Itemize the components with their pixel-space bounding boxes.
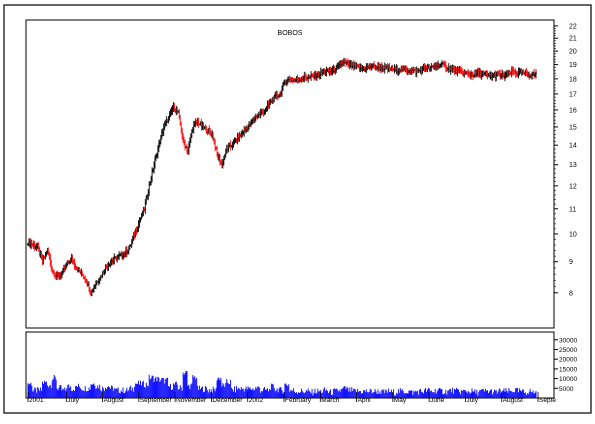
y-tick-label: 12 <box>569 183 577 190</box>
volume-tick-label: 5000 <box>559 386 574 393</box>
x-tick-label: August <box>104 397 124 404</box>
y-tick-label: 17 <box>569 91 577 98</box>
volume-tick-label: 15000 <box>559 366 577 373</box>
volume-tick-label: 30000 <box>559 337 577 344</box>
x-tick-label: July <box>67 397 79 404</box>
chart-frame <box>4 5 591 413</box>
y-tick-label: 20 <box>569 49 577 56</box>
y-tick-label: 21 <box>569 36 577 43</box>
x-tick-label: September <box>140 397 173 404</box>
y-tick-label: 13 <box>569 162 577 169</box>
volume-tick-label: 25000 <box>559 347 577 354</box>
y-tick-label: 18 <box>569 76 577 83</box>
x-tick-label: May <box>394 397 407 404</box>
y-tick-label: 14 <box>569 143 577 150</box>
y-tick-label: 19 <box>569 62 577 69</box>
y-tick-label: 8 <box>569 290 573 297</box>
y-tick-label: 22 <box>569 23 577 30</box>
y-tick-label: 15 <box>569 124 577 131</box>
y-tick-label: 9 <box>569 259 573 266</box>
x-tick-label: July <box>466 397 478 404</box>
x-tick-label: August <box>503 397 523 404</box>
x-tick-label: 2002 <box>249 397 264 404</box>
x-tick-label: December <box>212 397 243 404</box>
y-tick-label: 16 <box>569 107 577 114</box>
x-tick-label: November <box>176 397 207 404</box>
chart-title: BOBOS <box>278 30 303 37</box>
x-tick-label: 2001 <box>29 397 44 404</box>
x-tick-label: June <box>430 397 444 404</box>
y-tick-label: 10 <box>569 231 577 238</box>
volume-tick-label: 10000 <box>559 376 577 383</box>
x-tick-label: February <box>285 397 312 404</box>
x-tick-label: Septe <box>539 397 556 404</box>
y-tick-label: 11 <box>569 206 576 213</box>
x-tick-label: April <box>358 397 372 404</box>
x-tick-label: March <box>321 397 339 404</box>
volume-tick-label: 20000 <box>559 357 577 364</box>
